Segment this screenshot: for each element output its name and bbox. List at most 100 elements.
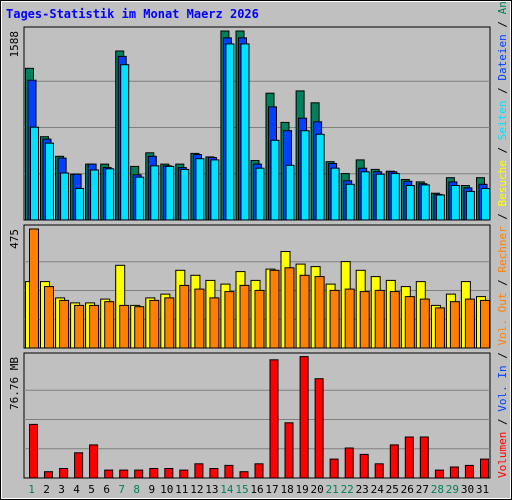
bar-hits_files_pages-seiten-day-7 bbox=[120, 64, 130, 221]
x-label-day-15: 15 bbox=[235, 483, 248, 496]
legend-part-9: / bbox=[496, 140, 509, 160]
x-label-day-6: 6 bbox=[103, 483, 110, 496]
legend-part-2: Vol. In bbox=[496, 365, 509, 411]
bar-hits_files_pages-seiten-day-13 bbox=[210, 159, 220, 221]
bar-volume-volumen-day-17 bbox=[269, 359, 279, 479]
bar-hits_files_pages-seiten-day-9 bbox=[150, 165, 160, 221]
bar-volume-volumen-day-12 bbox=[194, 463, 204, 479]
bar-volume-volumen-day-18 bbox=[284, 422, 294, 479]
x-label-day-29: 29 bbox=[446, 483, 459, 496]
legend-part-6: Rechner bbox=[496, 226, 509, 273]
bar-hits_files_pages-seiten-day-28 bbox=[435, 194, 445, 221]
bar-visits_sites-rechner-day-14 bbox=[224, 291, 235, 349]
bar-visits_sites-rechner-day-19 bbox=[299, 274, 310, 349]
bar-hits_files_pages-seiten-day-6 bbox=[105, 168, 115, 221]
legend-part-14: Anfragen bbox=[496, 0, 509, 14]
x-label-day-12: 12 bbox=[190, 483, 203, 496]
y-max-label: 76.76 MB bbox=[8, 357, 21, 410]
bar-visits_sites-rechner-day-5 bbox=[89, 304, 100, 349]
right-legend: Volumen / Vol. In / Vol. Out / Rechner /… bbox=[496, 0, 509, 478]
chart-title: Tages-Statistik im Monat Maerz 2026 bbox=[6, 7, 259, 21]
x-label-day-27: 27 bbox=[416, 483, 429, 496]
bar-hits_files_pages-seiten-day-25 bbox=[390, 173, 400, 221]
x-label-day-18: 18 bbox=[280, 483, 293, 496]
bar-volume-volumen-day-15 bbox=[239, 471, 249, 479]
bar-volume-volumen-day-16 bbox=[254, 463, 264, 479]
bar-visits_sites-rechner-day-9 bbox=[149, 299, 160, 349]
x-label-day-4: 4 bbox=[73, 483, 80, 496]
bar-visits_sites-rechner-day-20 bbox=[314, 276, 325, 349]
bar-visits_sites-rechner-day-13 bbox=[209, 297, 220, 349]
bar-visits_sites-rechner-day-3 bbox=[59, 299, 70, 349]
bar-hits_files_pages-seiten-day-11 bbox=[180, 168, 190, 221]
x-label-day-1: 1 bbox=[28, 483, 35, 496]
panel-volume: 76.76 MB bbox=[8, 352, 491, 479]
bar-visits_sites-rechner-day-25 bbox=[389, 291, 400, 349]
bar-visits_sites-rechner-day-28 bbox=[434, 307, 445, 349]
bar-visits_sites-rechner-day-4 bbox=[74, 304, 85, 349]
bar-visits_sites-rechner-day-10 bbox=[164, 297, 175, 349]
x-label-day-26: 26 bbox=[401, 483, 414, 496]
x-label-day-10: 10 bbox=[160, 483, 173, 496]
bar-volume-volumen-day-7 bbox=[119, 469, 129, 479]
x-label-day-2: 2 bbox=[43, 483, 50, 496]
bar-hits_files_pages-seiten-day-17 bbox=[270, 139, 280, 221]
bar-hits_files_pages-seiten-day-2 bbox=[45, 142, 54, 221]
x-label-day-24: 24 bbox=[371, 483, 385, 496]
x-label-day-19: 19 bbox=[295, 483, 308, 496]
legend-part-3: / bbox=[496, 346, 509, 366]
legend-part-4: Vol. Out bbox=[496, 293, 509, 346]
bar-hits_files_pages-seiten-day-22 bbox=[345, 183, 355, 221]
x-label-day-3: 3 bbox=[58, 483, 65, 496]
x-axis-labels: 1 2 3 4 5 6 7 8 9 10 11 12 13 14 15 16 17 18 19 20 21 22 23 24 2… bbox=[28, 483, 489, 496]
bar-volume-volumen-day-9 bbox=[149, 468, 159, 479]
x-label-day-22: 22 bbox=[341, 483, 354, 496]
bar-visits_sites-rechner-day-29 bbox=[449, 301, 460, 349]
bar-volume-volumen-day-29 bbox=[449, 466, 459, 479]
bar-visits_sites-rechner-day-22 bbox=[344, 288, 355, 349]
bar-visits_sites-rechner-day-1 bbox=[29, 228, 39, 349]
x-label-day-31: 31 bbox=[476, 483, 489, 496]
bar-volume-volumen-day-24 bbox=[374, 463, 384, 479]
bar-hits_files_pages-seiten-day-5 bbox=[90, 169, 100, 221]
bar-hits_files_pages-seiten-day-8 bbox=[135, 176, 145, 221]
y-max-label: 475 bbox=[8, 229, 21, 249]
x-label-day-30: 30 bbox=[461, 483, 474, 496]
bar-visits_sites-rechner-day-21 bbox=[329, 289, 340, 349]
bar-hits_files_pages-seiten-day-20 bbox=[315, 133, 325, 221]
bar-volume-volumen-day-22 bbox=[344, 447, 354, 479]
bar-volume-volumen-day-31 bbox=[480, 458, 489, 479]
bar-hits_files_pages-seiten-day-23 bbox=[360, 171, 370, 221]
bar-volume-volumen-day-10 bbox=[164, 468, 174, 479]
bar-hits_files_pages-seiten-day-27 bbox=[420, 184, 430, 221]
x-label-day-14: 14 bbox=[220, 483, 234, 496]
bar-hits_files_pages-seiten-day-18 bbox=[285, 164, 295, 221]
y-max-label: 1588 bbox=[8, 31, 21, 58]
bar-visits_sites-rechner-day-24 bbox=[374, 289, 385, 349]
bar-volume-volumen-day-23 bbox=[359, 453, 369, 479]
bar-visits_sites-rechner-day-7 bbox=[119, 304, 130, 349]
x-label-day-17: 17 bbox=[265, 483, 278, 496]
bar-volume-volumen-day-1 bbox=[29, 423, 38, 479]
bar-visits_sites-rechner-day-27 bbox=[419, 298, 430, 349]
legend-part-7: / bbox=[496, 206, 509, 226]
bar-visits_sites-rechner-day-15 bbox=[239, 284, 250, 349]
bar-hits_files_pages-seiten-day-29 bbox=[450, 185, 460, 221]
bar-hits_files_pages-seiten-day-16 bbox=[255, 167, 265, 221]
x-label-day-8: 8 bbox=[133, 483, 140, 496]
bar-hits_files_pages-seiten-day-19 bbox=[300, 130, 310, 221]
x-label-day-25: 25 bbox=[386, 483, 399, 496]
bar-volume-volumen-day-4 bbox=[74, 452, 84, 479]
bar-visits_sites-rechner-day-18 bbox=[284, 267, 295, 349]
bar-volume-volumen-day-26 bbox=[404, 436, 414, 479]
legend-part-1: / bbox=[496, 412, 509, 432]
bar-hits_files_pages-seiten-day-15 bbox=[240, 43, 250, 221]
bar-hits_files_pages-seiten-day-26 bbox=[405, 185, 415, 221]
bar-volume-volumen-day-30 bbox=[464, 464, 474, 479]
bar-volume-volumen-day-14 bbox=[224, 464, 234, 479]
bar-volume-volumen-day-20 bbox=[314, 378, 324, 479]
legend-part-0: Volumen bbox=[496, 432, 509, 478]
x-label-day-23: 23 bbox=[356, 483, 369, 496]
legend-part-11: / bbox=[496, 81, 509, 101]
